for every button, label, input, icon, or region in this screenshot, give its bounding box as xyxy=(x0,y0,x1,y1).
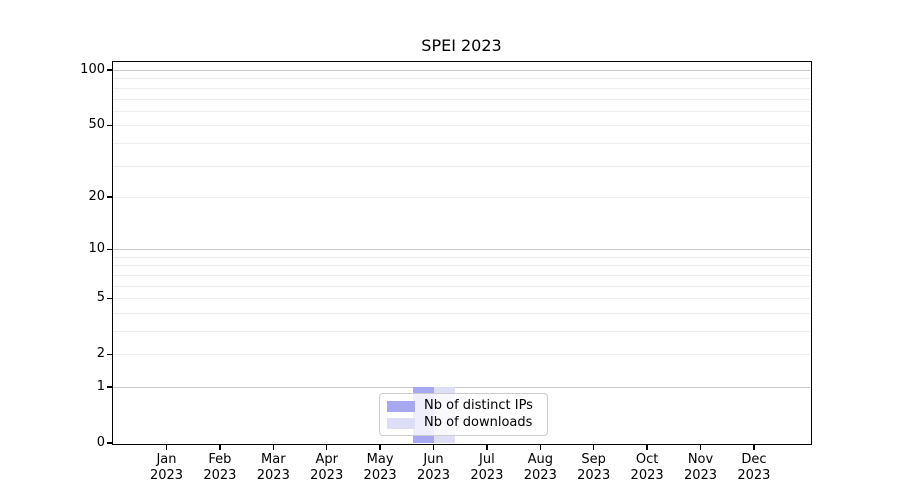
legend-label-distinct-ips: Nb of distinct IPs xyxy=(424,398,533,413)
x-tick-mark xyxy=(593,444,595,450)
y-tick-label: 1 xyxy=(96,379,105,394)
y-tick-label: 0 xyxy=(96,435,105,450)
y-minor-gridline xyxy=(113,87,810,89)
y-minor-gridline xyxy=(113,98,810,100)
x-tick-label: May 2023 xyxy=(363,452,397,483)
legend-item-downloads: Nb of downloads xyxy=(387,415,539,431)
x-tick-mark xyxy=(165,444,168,450)
y-minor-gridline xyxy=(113,354,810,356)
y-major-gridline xyxy=(113,249,810,251)
y-minor-gridline xyxy=(113,165,810,167)
x-tick-mark xyxy=(219,444,221,450)
y-tick-mark xyxy=(107,386,112,388)
x-tick-mark xyxy=(646,444,648,450)
x-tick-label: Aug 2023 xyxy=(523,452,557,483)
x-tick-mark xyxy=(539,444,541,450)
y-tick-label: 2 xyxy=(96,346,105,362)
y-minor-gridline xyxy=(113,125,810,127)
x-tick-label: Jun 2023 xyxy=(416,452,451,483)
x-tick-mark xyxy=(272,444,274,450)
y-minor-gridline xyxy=(113,298,810,300)
legend: Nb of distinct IPs Nb of downloads xyxy=(379,393,548,436)
x-tick-label: Jan 2023 xyxy=(149,452,184,483)
y-tick-label: 10 xyxy=(88,241,105,257)
y-minor-gridline xyxy=(113,312,810,314)
x-tick-mark xyxy=(379,444,381,450)
y-minor-gridline xyxy=(113,274,810,276)
x-tick-label: Dec 2023 xyxy=(737,452,771,483)
x-tick-label: Nov 2023 xyxy=(683,452,718,483)
y-tick-label: 50 xyxy=(88,117,105,133)
y-tick-mark xyxy=(107,196,112,198)
y-tick-mark xyxy=(107,124,112,126)
y-major-gridline xyxy=(113,70,810,71)
legend-item-distinct-ips: Nb of distinct IPs xyxy=(387,398,539,414)
x-tick-mark xyxy=(699,444,702,450)
y-major-gridline xyxy=(113,387,810,388)
x-tick-mark xyxy=(326,444,328,450)
y-tick-mark xyxy=(107,353,112,355)
y-minor-gridline xyxy=(113,265,810,267)
y-minor-gridline xyxy=(113,285,810,287)
legend-label-downloads: Nb of downloads xyxy=(424,415,533,430)
x-tick-label: Mar 2023 xyxy=(256,452,290,483)
x-tick-mark xyxy=(432,444,435,450)
x-tick-label: Apr 2023 xyxy=(310,452,344,483)
y-tick-mark xyxy=(107,297,112,299)
y-tick-mark xyxy=(107,248,112,250)
chart-title: SPEI 2023 xyxy=(421,36,502,55)
x-tick-mark xyxy=(753,444,755,450)
y-tick-label: 20 xyxy=(88,188,105,204)
y-tick-mark xyxy=(107,442,112,444)
y-tick-label: 5 xyxy=(96,290,105,306)
legend-swatch-downloads xyxy=(387,417,415,429)
y-minor-gridline xyxy=(113,110,810,112)
x-tick-label: Sep 2023 xyxy=(577,452,611,483)
y-tick-mark xyxy=(107,69,112,71)
y-minor-gridline xyxy=(113,196,810,198)
y-minor-gridline xyxy=(113,78,810,80)
x-tick-label: Oct 2023 xyxy=(630,452,664,483)
y-minor-gridline xyxy=(113,256,810,258)
x-tick-label: Jul 2023 xyxy=(470,452,504,483)
x-tick-label: Feb 2023 xyxy=(203,452,237,483)
y-minor-gridline xyxy=(113,331,810,332)
y-minor-gridline xyxy=(113,142,810,144)
y-tick-label: 100 xyxy=(80,62,105,77)
x-tick-mark xyxy=(486,444,488,450)
legend-swatch-distinct-ips xyxy=(387,400,415,412)
